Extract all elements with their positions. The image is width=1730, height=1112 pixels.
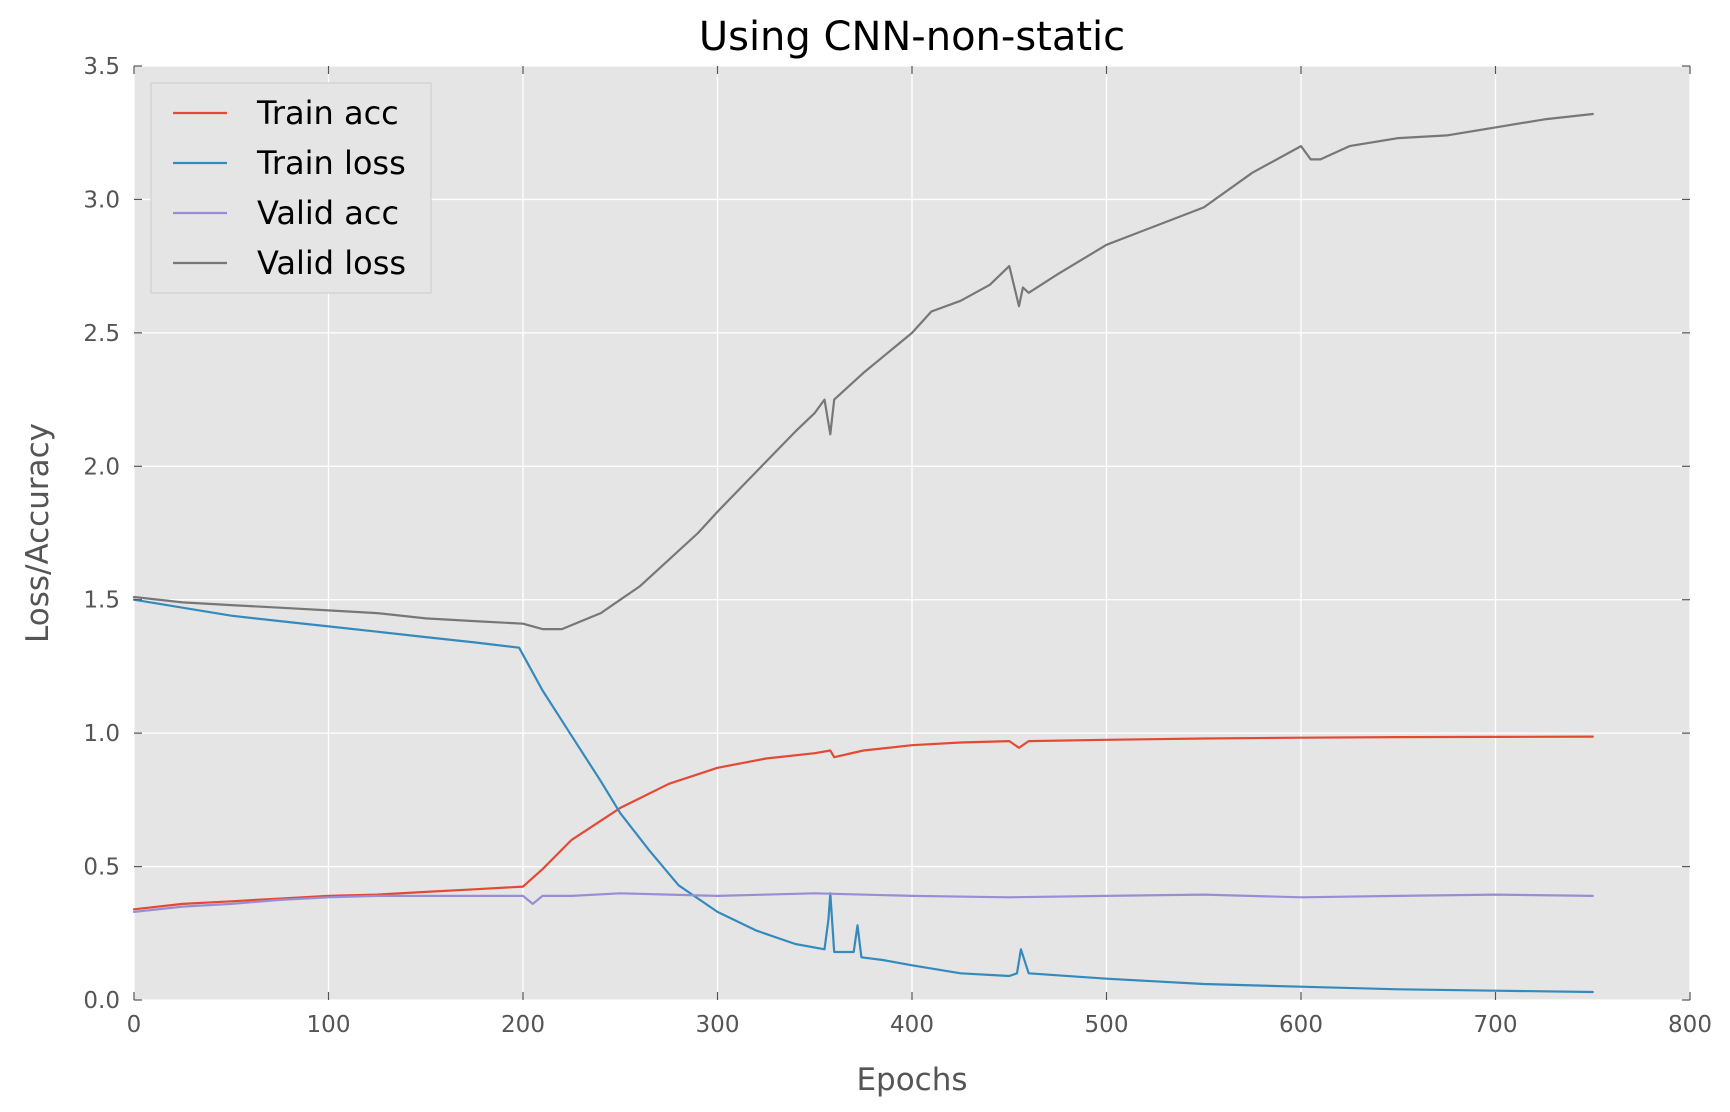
y-axis-label: Loss/Accuracy bbox=[20, 423, 56, 643]
x-tick-label: 400 bbox=[890, 1012, 934, 1038]
legend-label-valid-loss: Valid loss bbox=[257, 244, 406, 282]
y-tick-label: 1.0 bbox=[83, 721, 120, 747]
series-line-valid-loss bbox=[132, 112, 1594, 631]
x-tick-label: 800 bbox=[1668, 1012, 1712, 1038]
x-tick-label: 600 bbox=[1279, 1012, 1323, 1038]
y-tick-label: 0.0 bbox=[83, 988, 120, 1014]
legend: Train acc Train loss Valid acc Valid loss bbox=[150, 82, 432, 294]
legend-label-train-acc: Train acc bbox=[256, 94, 399, 132]
series-line-train-loss bbox=[132, 598, 1594, 994]
y-tick-label: 3.5 bbox=[83, 54, 120, 80]
x-axis-label: Epochs bbox=[856, 1062, 967, 1098]
legend-box bbox=[150, 82, 432, 294]
series-line-train-acc bbox=[132, 735, 1594, 911]
series-layer bbox=[132, 112, 1594, 994]
x-tick-label: 0 bbox=[127, 1012, 142, 1038]
x-tick-label: 300 bbox=[696, 1012, 740, 1038]
y-tick-label: 2.0 bbox=[83, 454, 120, 480]
axis-ticks: 0 100 200 300 400 500 600 700 800 0.0 0.5 1.0 1.5 2.0… bbox=[83, 54, 1712, 1038]
x-tick-label: 500 bbox=[1085, 1012, 1129, 1038]
grid bbox=[133, 65, 1691, 1001]
series-line-valid-acc bbox=[132, 892, 1594, 914]
y-tick-label: 1.5 bbox=[83, 588, 120, 614]
chart-title: Using CNN-non-static bbox=[699, 14, 1125, 60]
x-tick-label: 100 bbox=[307, 1012, 351, 1038]
y-tick-label: 2.5 bbox=[83, 321, 120, 347]
legend-label-valid-acc: Valid acc bbox=[257, 194, 399, 232]
y-tick-label: 3.0 bbox=[83, 187, 120, 213]
legend-label-train-loss: Train loss bbox=[256, 144, 406, 182]
y-tick-label: 0.5 bbox=[83, 855, 120, 881]
x-tick-label: 200 bbox=[501, 1012, 545, 1038]
x-tick-label: 700 bbox=[1474, 1012, 1518, 1038]
